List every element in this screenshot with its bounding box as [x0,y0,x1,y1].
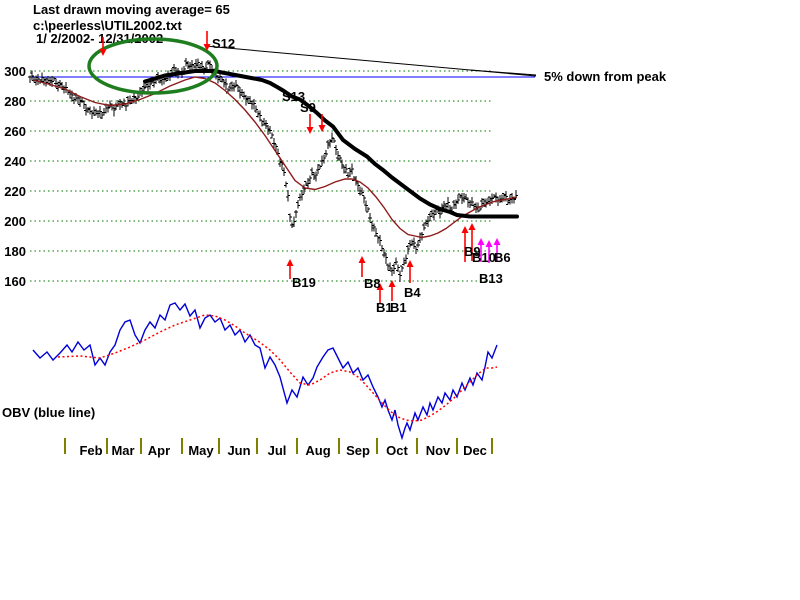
signal-label-b9: B9 [464,244,481,259]
month-label-may: May [188,443,214,458]
y-axis-tick-label: 180 [4,244,26,259]
month-tick [218,438,220,454]
month-label-nov: Nov [426,443,451,458]
month-tick [106,438,108,454]
file-path-label: c:\peerless\UTIL2002.txt [33,18,182,33]
y-axis-tick-label: 280 [4,94,26,109]
month-label-jul: Jul [268,443,287,458]
y-axis-tick-label: 300 [4,64,26,79]
month-tick [338,438,340,454]
peak-annotation: 5% down from peak [544,69,667,84]
signal-label-s12: S12 [212,36,235,51]
slow-65day-moving-average-line [143,69,519,219]
month-tick [376,438,378,454]
month-tick [64,438,66,454]
signal-label-b13: B13 [479,271,503,286]
month-tick [181,438,183,454]
month-tick [140,438,142,454]
signal-label-s9: S9 [300,100,316,115]
month-label-aug: Aug [305,443,330,458]
y-axis-tick-label: 220 [4,184,26,199]
signal-label-b19: B19 [292,275,316,290]
signal-label-b1: B1 [376,300,393,315]
y-axis-tick-label: 260 [4,124,26,139]
top-formation-ellipse [87,37,219,95]
overlay-lines [30,45,537,78]
month-label-mar: Mar [111,443,134,458]
obv-legend-label: OBV (blue line) [2,405,96,420]
page-title: Last drawn moving average= 65 [33,2,230,17]
signal-label-b10: B10 [472,250,496,265]
month-label-oct: Oct [386,443,408,458]
month-tick [296,438,298,454]
signal-label-b8: B8 [364,276,381,291]
month-label-feb: Feb [79,443,102,458]
obv-line [32,302,498,441]
month-label-dec: Dec [463,443,487,458]
signal-label-b6: B6 [494,250,511,265]
month-label-jun: Jun [227,443,250,458]
peak-trendline [469,69,537,76]
price-gridlines [30,70,492,282]
month-tick [416,438,418,454]
price-bars [28,58,518,282]
month-tick [491,438,493,454]
month-label-apr: Apr [148,443,170,458]
month-tick [456,438,458,454]
y-axis-labels: 300 280 260 240 220 200 180 160 [4,64,26,289]
month-label-sep: Sep [346,443,370,458]
month-tick [256,438,258,454]
signal-label-b4: B4 [404,285,421,300]
y-axis-tick-label: 200 [4,214,26,229]
signal-arrows [99,31,501,304]
y-axis-tick-label: 240 [4,154,26,169]
date-range-label: 1/ 2/2002- 12/31/2002 [36,31,164,46]
month-axis: Feb Mar Apr May Jun Jul Aug Sep Oct Nov Dec [64,438,493,458]
y-axis-tick-label: 160 [4,274,26,289]
signal-label-s13: S13 [282,89,305,104]
signal-label-b1: B1 [390,300,407,315]
